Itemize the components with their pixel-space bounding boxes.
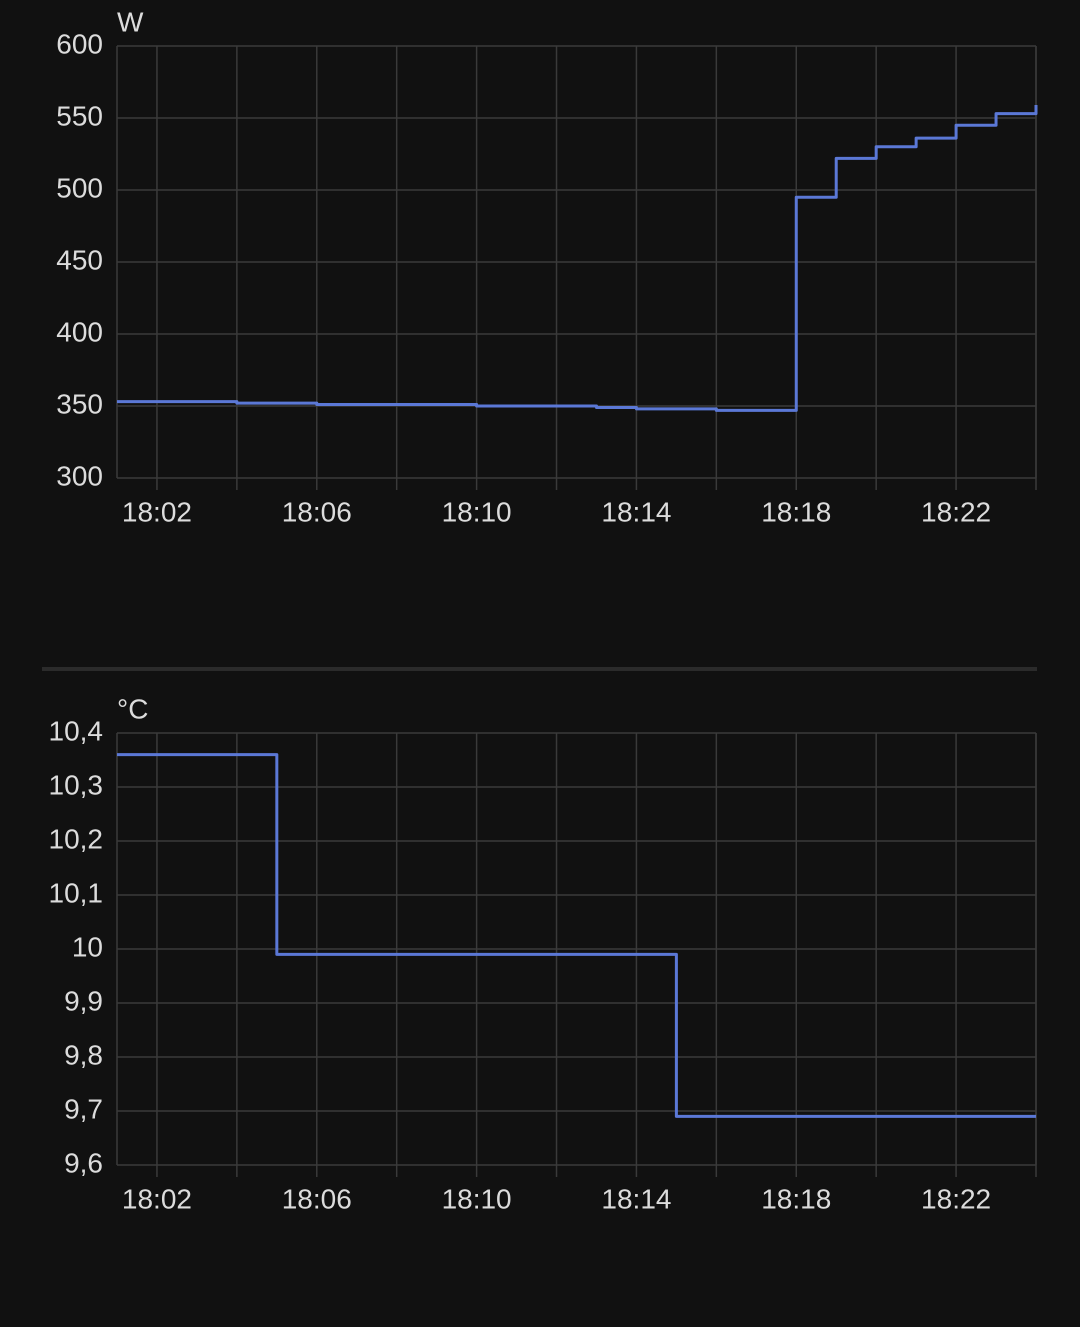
y-tick-label: 400 [56, 316, 103, 347]
unit-label: °C [117, 693, 148, 724]
y-tick-label: 9,9 [64, 985, 103, 1016]
x-tick-label: 18:06 [282, 496, 352, 527]
x-tick-label: 18:10 [442, 1183, 512, 1214]
y-tick-label: 600 [56, 28, 103, 59]
y-tick-label: 500 [56, 172, 103, 203]
y-tick-label: 350 [56, 388, 103, 419]
unit-label: W [117, 6, 144, 37]
data-line [117, 753, 1036, 1118]
y-tick-label: 9,6 [64, 1147, 103, 1178]
y-tick-label: 10,1 [49, 877, 104, 908]
x-tick-label: 18:18 [761, 496, 831, 527]
x-tick-label: 18:22 [921, 1183, 991, 1214]
y-tick-label: 10,4 [49, 715, 104, 746]
x-tick-label: 18:14 [601, 496, 671, 527]
data-line [117, 105, 1038, 412]
x-tick-label: 18:18 [761, 1183, 831, 1214]
y-tick-label: 450 [56, 244, 103, 275]
x-tick-label: 18:02 [122, 1183, 192, 1214]
x-tick-label: 18:06 [282, 1183, 352, 1214]
y-tick-label: 300 [56, 460, 103, 491]
y-tick-label: 9,7 [64, 1093, 103, 1124]
x-tick-label: 18:02 [122, 496, 192, 527]
y-tick-label: 10,2 [49, 823, 104, 854]
x-tick-label: 18:10 [442, 496, 512, 527]
x-tick-label: 18:22 [921, 496, 991, 527]
y-tick-label: 550 [56, 100, 103, 131]
y-tick-label: 10,3 [49, 769, 104, 800]
x-tick-label: 18:14 [601, 1183, 671, 1214]
y-tick-label: 9,8 [64, 1039, 103, 1070]
y-tick-label: 10 [72, 931, 103, 962]
